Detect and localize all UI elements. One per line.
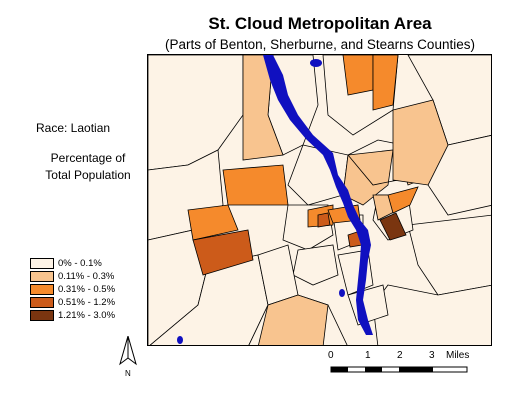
- lake: [177, 336, 183, 344]
- tract: [222, 164, 289, 206]
- tract: [392, 99, 449, 186]
- tract: [317, 212, 331, 228]
- scale-bar-graphic: [330, 366, 468, 373]
- tract: [292, 244, 339, 286]
- tract: [287, 144, 349, 206]
- scale-tick-label: 0: [328, 350, 334, 361]
- race-label: Race: Laotian: [36, 121, 111, 135]
- measure-label-line1: Percentage of: [50, 151, 126, 165]
- scale-tick-label: 1: [365, 350, 371, 361]
- measure-label: Percentage of Total Population: [28, 150, 148, 184]
- measure-label-line2: Total Population: [45, 168, 131, 182]
- legend-swatch: [30, 258, 54, 269]
- legend-item: 1.21% - 3.0%: [30, 309, 115, 322]
- legend-item: 0.51% - 1.2%: [30, 296, 115, 309]
- legend-item: 0.31% - 0.5%: [30, 283, 115, 296]
- tract: [372, 284, 491, 345]
- north-arrow-icon: [119, 334, 137, 366]
- tract: [242, 55, 284, 161]
- legend-swatch: [30, 297, 54, 308]
- legend-swatch: [30, 284, 54, 295]
- tract: [148, 55, 244, 171]
- legend-label: 0.51% - 1.2%: [58, 297, 116, 308]
- lake: [339, 289, 345, 297]
- tract: [372, 55, 399, 111]
- legend: 0% - 0.1% 0.11% - 0.3% 0.31% - 0.5% 0.51…: [30, 257, 115, 322]
- scale-unit: Miles: [446, 350, 470, 361]
- legend-label: 0.11% - 0.3%: [58, 271, 115, 282]
- legend-swatch: [30, 310, 54, 321]
- tract: [187, 204, 239, 241]
- map-subtitle: (Parts of Benton, Sherburne, and Stearns…: [165, 37, 475, 52]
- scale-bar: 0 1 2 3 Miles: [300, 350, 500, 380]
- map-title: St. Cloud Metropolitan Area: [208, 14, 432, 33]
- water: [177, 55, 373, 344]
- scale-tick-label: 3: [429, 350, 435, 361]
- tract: [342, 55, 374, 96]
- north-label: N: [125, 369, 131, 378]
- river: [263, 55, 373, 335]
- map-frame: [147, 54, 492, 346]
- tract: [192, 229, 254, 276]
- north-arrow: [118, 334, 138, 373]
- tract-map: [148, 55, 491, 345]
- tract: [387, 186, 419, 214]
- legend-item: 0% - 0.1%: [30, 257, 115, 270]
- tract: [258, 294, 329, 345]
- tract: [379, 212, 407, 241]
- lake: [310, 59, 322, 67]
- scale-tick-label: 2: [397, 350, 403, 361]
- legend-swatch: [30, 271, 54, 282]
- legend-item: 0.11% - 0.3%: [30, 270, 115, 283]
- legend-label: 1.21% - 3.0%: [58, 310, 116, 321]
- tract: [407, 214, 491, 296]
- legend-label: 0% - 0.1%: [58, 258, 102, 269]
- legend-label: 0.31% - 0.5%: [58, 284, 116, 295]
